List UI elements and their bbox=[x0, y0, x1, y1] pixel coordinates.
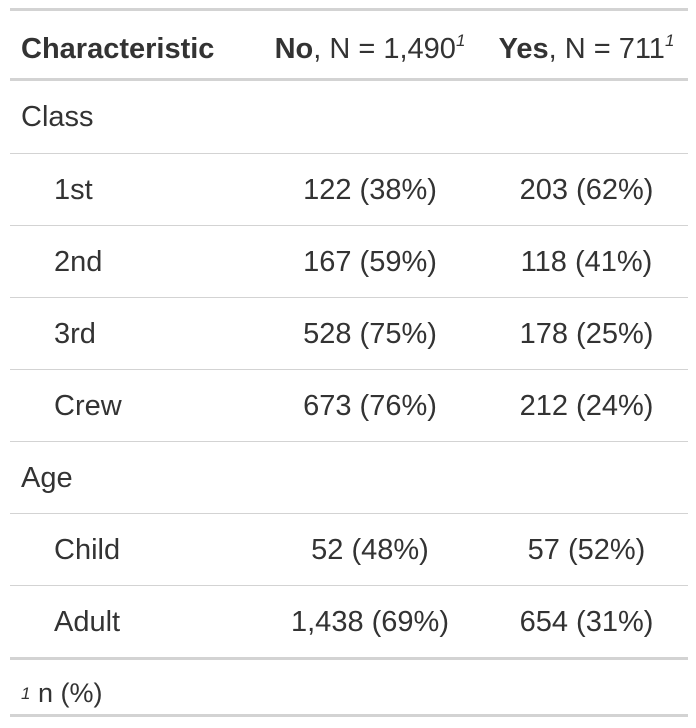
row-label: 2nd bbox=[54, 245, 103, 278]
header-yes-label: Yes bbox=[498, 33, 549, 65]
header-yes-n: , N = 711 bbox=[548, 33, 665, 65]
header-no: No, N = 1,4901 bbox=[255, 31, 485, 66]
footnote-text: n (%) bbox=[37, 678, 103, 708]
table-row: Child 52 (48%) 57 (52%) bbox=[10, 514, 688, 586]
row-divider bbox=[10, 225, 688, 226]
cell-yes: 654 (31%) bbox=[519, 605, 654, 638]
row-label: Crew bbox=[54, 389, 122, 422]
cell-no: 673 (76%) bbox=[303, 389, 437, 422]
table-header-row: Characteristic No, N = 1,4901 Yes, N = 7… bbox=[10, 11, 688, 88]
group-label: Age bbox=[21, 461, 73, 494]
table-row: Crew 673 (76%) 212 (24%) bbox=[10, 370, 688, 442]
cell-yes: 178 (25%) bbox=[519, 317, 654, 350]
row-label: 3rd bbox=[54, 317, 96, 350]
cell-no: 167 (59%) bbox=[303, 245, 437, 278]
header-no-footnote-mark: 1 bbox=[455, 31, 466, 50]
row-divider bbox=[10, 585, 688, 586]
row-label: Child bbox=[54, 533, 121, 566]
header-rule bbox=[10, 78, 688, 81]
group-row-age: Age bbox=[10, 442, 688, 514]
header-no-n: , N = 1,490 bbox=[313, 33, 456, 65]
row-divider bbox=[10, 369, 688, 370]
table-row: 2nd 167 (59%) 118 (41%) bbox=[10, 226, 688, 298]
table-row: Adult 1,438 (69%) 654 (31%) bbox=[10, 586, 688, 658]
group-row-class: Class bbox=[10, 81, 688, 153]
row-divider bbox=[10, 441, 688, 442]
cell-no: 1,438 (69%) bbox=[291, 605, 449, 638]
row-label: Adult bbox=[54, 605, 121, 638]
header-yes: Yes, N = 7111 bbox=[485, 31, 688, 66]
group-label: Class bbox=[21, 100, 94, 133]
table-bottom-rule bbox=[10, 714, 688, 717]
cell-no: 122 (38%) bbox=[303, 173, 437, 206]
row-divider bbox=[10, 153, 688, 154]
header-characteristic: Characteristic bbox=[21, 33, 215, 65]
header-no-label: No bbox=[274, 33, 314, 65]
row-label: 1st bbox=[54, 173, 93, 206]
cell-yes: 118 (41%) bbox=[520, 245, 653, 278]
row-divider bbox=[10, 513, 688, 514]
table-row: 1st 122 (38%) 203 (62%) bbox=[10, 154, 688, 226]
cell-no: 528 (75%) bbox=[303, 317, 437, 350]
table-top-rule bbox=[10, 8, 688, 11]
row-divider bbox=[10, 297, 688, 298]
cell-yes: 212 (24%) bbox=[519, 389, 654, 422]
cell-no: 52 (48%) bbox=[311, 533, 429, 566]
table-footnote: 1 n (%) bbox=[21, 678, 103, 708]
header-yes-footnote-mark: 1 bbox=[664, 31, 675, 50]
cell-yes: 57 (52%) bbox=[527, 533, 646, 566]
table-row: 3rd 528 (75%) 178 (25%) bbox=[10, 298, 688, 370]
cell-yes: 203 (62%) bbox=[519, 173, 654, 206]
footer-rule bbox=[10, 657, 688, 660]
